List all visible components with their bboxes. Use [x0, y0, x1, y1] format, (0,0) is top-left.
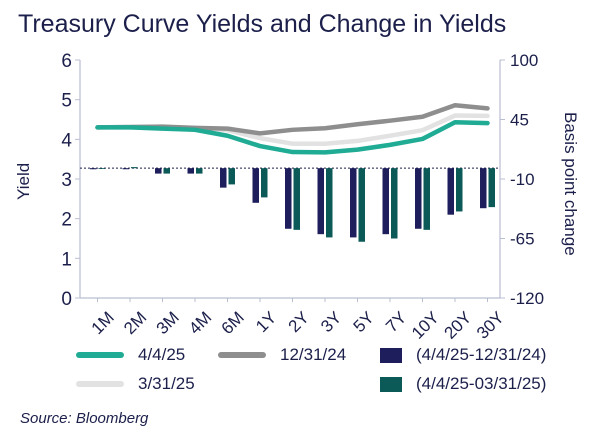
bar-change-03-31-25 [98, 168, 105, 169]
legend-item-3-31-25: 3/31/25 [76, 374, 195, 394]
bar-change-12-31-24 [317, 168, 324, 235]
legend-label: (4/4/25-12/31/24) [416, 345, 547, 364]
y2-tick-label: -10 [510, 170, 535, 189]
x-tick-label: 2M [120, 308, 150, 338]
bar-change-12-31-24 [415, 168, 422, 229]
bar-change-03-31-25 [358, 168, 365, 242]
x-tick-label: 7Y [382, 308, 410, 336]
x-tick-label: 3M [153, 308, 183, 338]
series-line-4-4-25 [95, 120, 490, 155]
bar-change-12-31-24 [447, 168, 454, 215]
legend-label: (4/4/25-03/31/25) [416, 374, 547, 393]
legend-label: 12/31/24 [280, 345, 347, 364]
bar-change-12-31-24 [252, 168, 259, 203]
x-tick-label: 1Y [252, 308, 280, 336]
legend-item-change-03-31-25: (4/4/25-03/31/25) [380, 374, 546, 394]
legend-label: 4/4/25 [138, 345, 186, 364]
legend-swatch [76, 352, 124, 358]
y2-tick-label: 45 [510, 111, 529, 130]
x-tick-label: 4M [185, 308, 215, 338]
legend-item-4-4-25: 4/4/25 [76, 345, 185, 365]
y2-tick-label: -65 [510, 230, 535, 249]
bar-change-12-31-24 [480, 168, 487, 209]
y-tick-label: 3 [61, 170, 72, 191]
bar-change-12-31-24 [220, 168, 227, 188]
bar-change-03-31-25 [196, 168, 203, 174]
bar-change-03-31-25 [163, 168, 170, 174]
bar-change-03-31-25 [228, 168, 235, 185]
chart-title: Treasury Curve Yields and Change in Yiel… [18, 10, 507, 38]
bar-change-12-31-24 [187, 168, 194, 174]
y-axis-title: Yield [14, 162, 33, 200]
bar-change-12-31-24 [155, 168, 162, 174]
legend-item-change-12-31-24: (4/4/25-12/31/24) [380, 345, 546, 365]
bar-change-03-31-25 [131, 167, 138, 169]
x-tick-label: 30Y [473, 308, 508, 343]
x-tick-label: 10Y [408, 308, 443, 343]
legend-swatch [76, 381, 124, 387]
y-tick-label: 5 [61, 91, 72, 112]
y-tick-label: 4 [61, 130, 72, 151]
legend-item-12-31-24: 12/31/24 [218, 345, 346, 365]
bar-change-03-31-25 [293, 168, 300, 230]
y2-tick-label: -120 [510, 289, 544, 308]
bar-change-03-31-25 [391, 168, 398, 239]
legend-label: 3/31/25 [138, 374, 195, 393]
y-tick-label: 0 [61, 289, 72, 310]
x-tick-label: 1M [88, 308, 118, 338]
y2-tick-label: 100 [510, 51, 538, 70]
bar-change-12-31-24 [90, 168, 97, 170]
source-note: Source: Bloomberg [20, 410, 149, 427]
bar-change-12-31-24 [350, 168, 357, 238]
y2-axis-title: Basis point change [561, 112, 580, 256]
legend-swatch [218, 352, 266, 358]
y-tick-label: 1 [61, 249, 72, 270]
x-tick-label: 5Y [350, 308, 378, 336]
x-tick-label: 3Y [317, 308, 345, 336]
legend-swatch [380, 376, 402, 392]
x-tick-label: 6M [218, 308, 248, 338]
x-tick-label: 20Y [440, 308, 475, 343]
y-tick-label: 6 [61, 51, 72, 72]
bar-change-03-31-25 [261, 168, 268, 198]
bar-change-03-31-25 [326, 168, 333, 238]
bar-change-03-31-25 [456, 168, 463, 212]
bar-change-03-31-25 [488, 168, 495, 208]
bar-change-03-31-25 [423, 168, 430, 230]
legend-swatch [380, 347, 402, 363]
bar-change-12-31-24 [285, 168, 292, 229]
x-tick-label: 2Y [285, 308, 313, 336]
bar-change-12-31-24 [122, 168, 129, 170]
y-tick-label: 2 [61, 210, 72, 231]
bar-change-12-31-24 [382, 168, 389, 235]
